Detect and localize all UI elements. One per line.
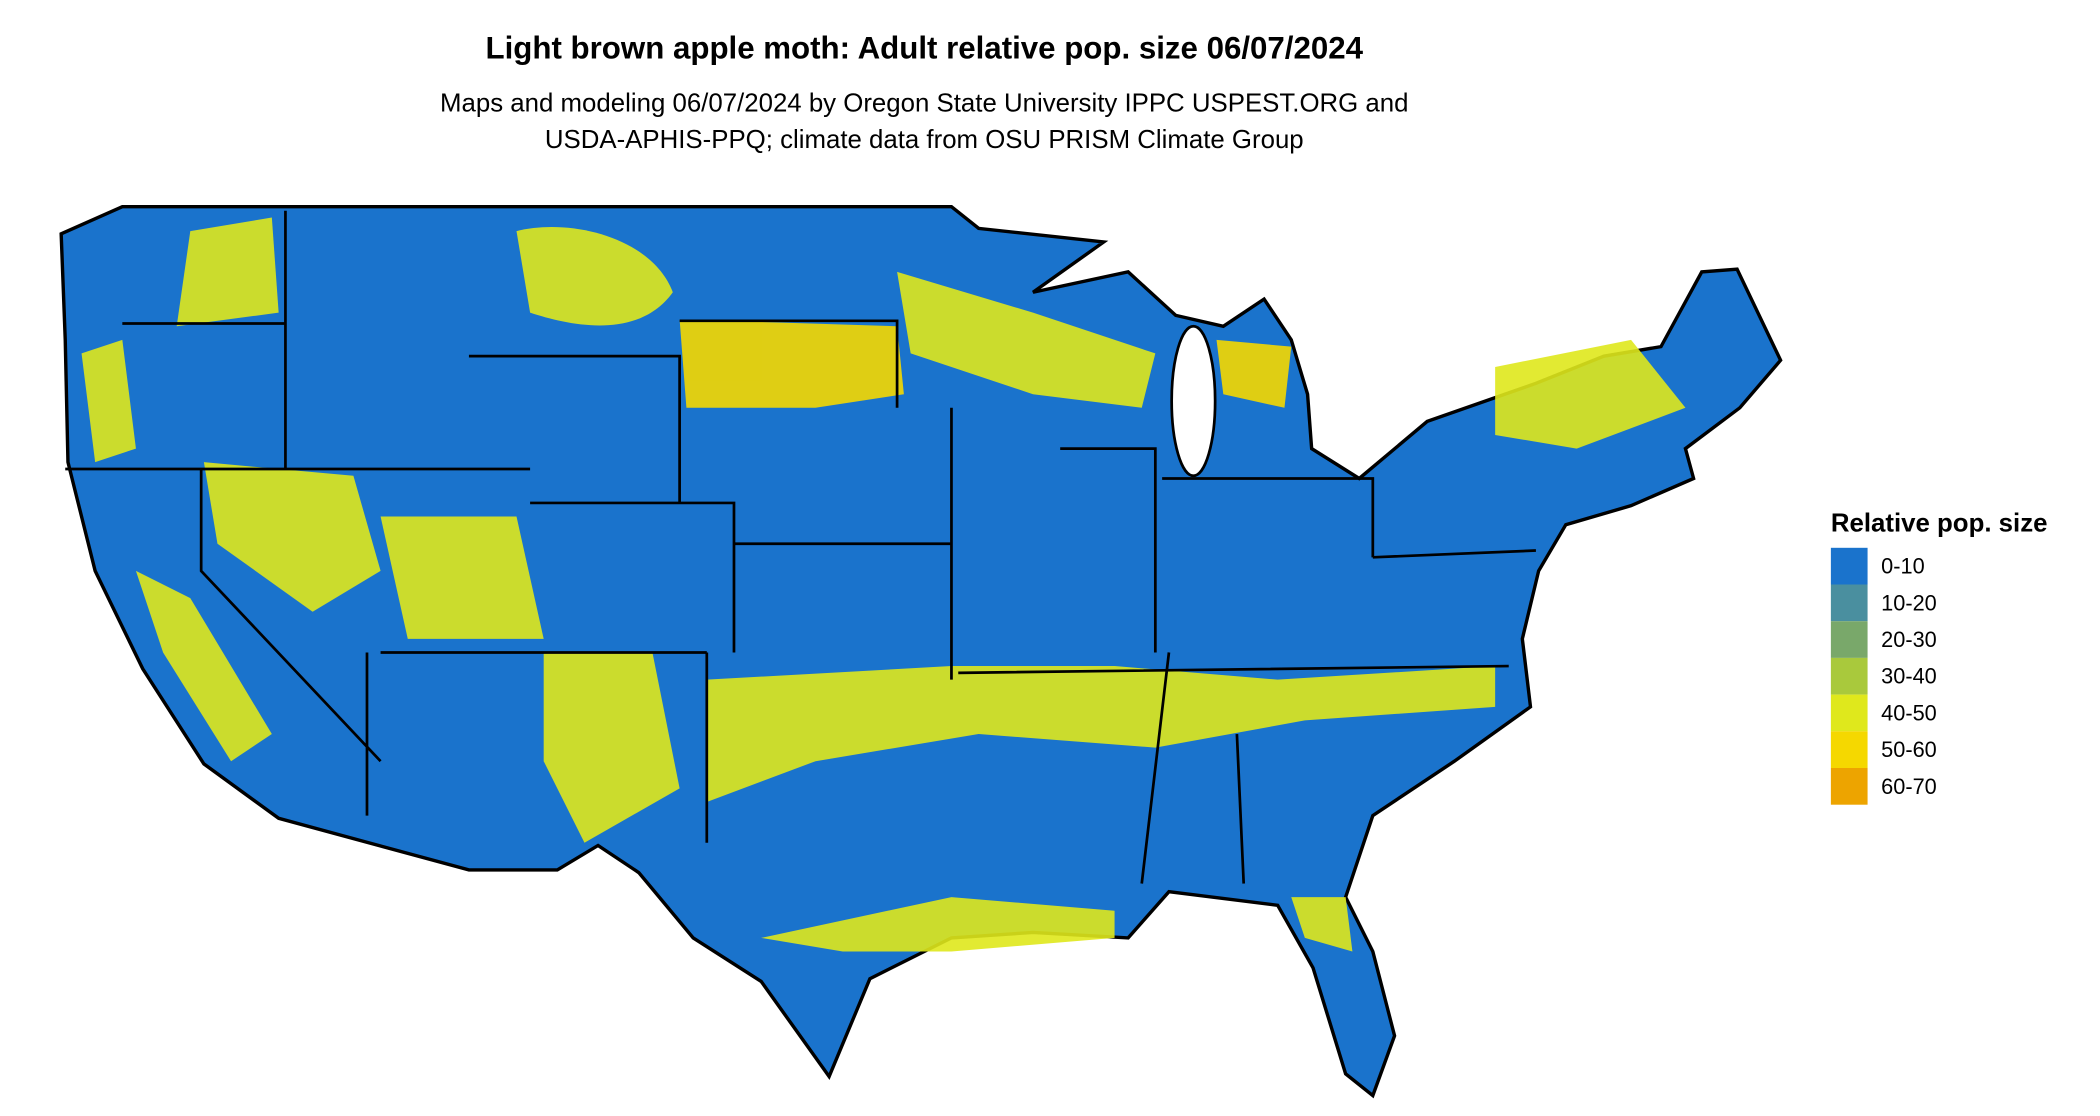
legend-label: 50-60 [1881, 737, 1937, 762]
legend-swatch [1830, 694, 1868, 732]
high-population-areas [81, 217, 1686, 952]
legend-swatch [1830, 547, 1868, 585]
legend-title: Relative pop. size [1831, 509, 2048, 537]
legend-label: 20-30 [1881, 627, 1937, 652]
state-borders [65, 210, 1536, 884]
legend-swatch [1830, 584, 1868, 622]
legend-swatch [1830, 621, 1868, 658]
legend-label: 30-40 [1881, 664, 1937, 689]
subtitle: USDA-APHIS-PPQ; climate data from OSU PR… [545, 126, 1304, 154]
legend-label: 40-50 [1881, 700, 1937, 725]
lake-michigan [1170, 324, 1217, 478]
legend: Relative pop. size 0-10 10-20 20-30 30-40 40… [1830, 509, 2048, 805]
legend-swatch [1830, 731, 1868, 768]
legend-label: 10-20 [1881, 590, 1937, 615]
us-outline [59, 204, 1783, 1099]
subtitle: Maps and modeling 06/07/2024 by Oregon S… [440, 89, 1408, 117]
legend-swatch [1830, 768, 1868, 805]
legend-label: 60-70 [1881, 774, 1937, 799]
legend-swatch [1830, 657, 1868, 695]
title: Light brown apple moth: Adult relative p… [486, 30, 1364, 65]
us-map [59, 204, 1783, 1099]
legend-label: 0-10 [1881, 554, 1925, 579]
